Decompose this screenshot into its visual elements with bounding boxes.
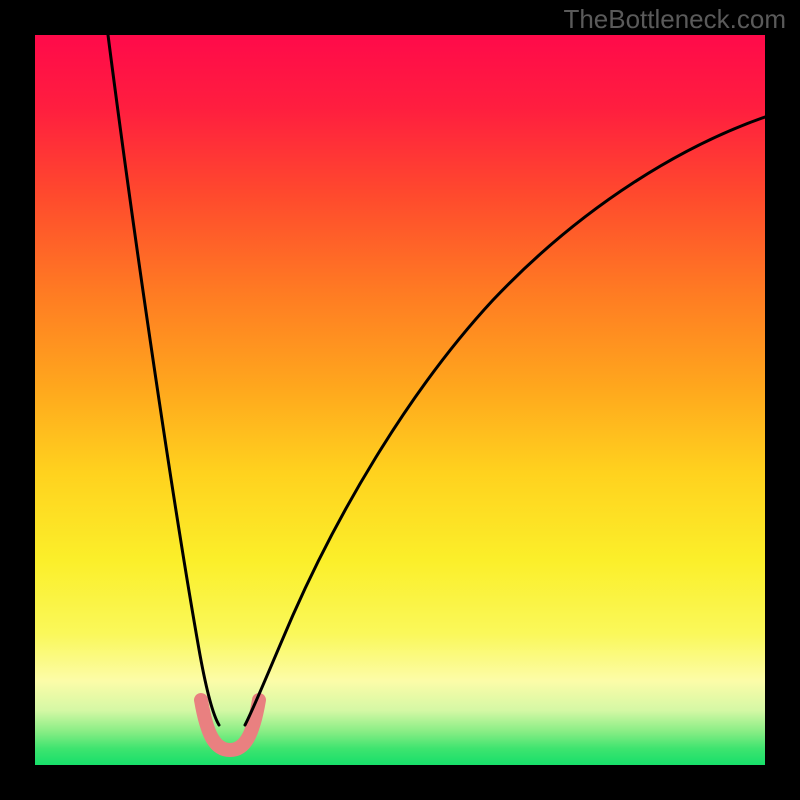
valley-marker <box>201 700 259 750</box>
plot-area <box>35 35 765 765</box>
curve-layer <box>35 35 765 765</box>
curve-left <box>108 35 219 725</box>
curve-right <box>245 117 765 725</box>
watermark-text: TheBottleneck.com <box>563 4 786 35</box>
chart-frame: TheBottleneck.com <box>0 0 800 800</box>
